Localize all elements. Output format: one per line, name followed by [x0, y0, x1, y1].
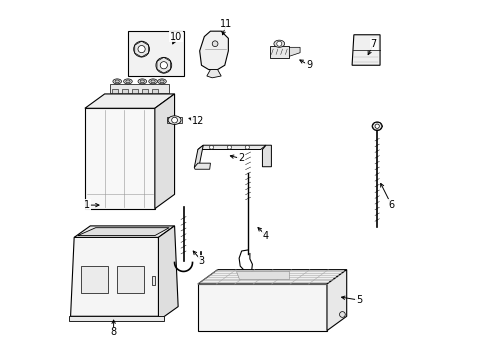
Polygon shape: [110, 84, 169, 93]
Text: 3: 3: [198, 256, 204, 266]
Ellipse shape: [276, 41, 281, 46]
Ellipse shape: [339, 312, 345, 318]
Polygon shape: [194, 163, 210, 169]
Polygon shape: [155, 94, 174, 209]
Bar: [117, 266, 144, 293]
Polygon shape: [206, 69, 221, 78]
Ellipse shape: [168, 116, 181, 125]
Ellipse shape: [115, 80, 119, 83]
Ellipse shape: [160, 80, 164, 83]
Ellipse shape: [148, 79, 157, 84]
Ellipse shape: [133, 41, 149, 57]
Ellipse shape: [209, 145, 213, 149]
Polygon shape: [85, 94, 174, 108]
Text: 4: 4: [263, 231, 268, 240]
Polygon shape: [269, 45, 289, 58]
Ellipse shape: [374, 124, 379, 129]
Text: 6: 6: [387, 200, 394, 210]
Polygon shape: [85, 108, 155, 209]
Text: 12: 12: [191, 116, 203, 126]
Polygon shape: [194, 145, 203, 167]
Polygon shape: [351, 35, 379, 65]
Polygon shape: [289, 47, 300, 56]
Ellipse shape: [212, 41, 218, 46]
Ellipse shape: [273, 40, 284, 47]
Polygon shape: [198, 270, 346, 284]
Ellipse shape: [138, 45, 145, 53]
Ellipse shape: [244, 145, 249, 149]
Ellipse shape: [123, 79, 132, 84]
Polygon shape: [262, 145, 271, 167]
Polygon shape: [69, 316, 163, 320]
Text: 9: 9: [305, 60, 311, 70]
Polygon shape: [326, 270, 346, 330]
Polygon shape: [167, 117, 182, 123]
Ellipse shape: [151, 80, 155, 83]
Text: 2: 2: [237, 153, 244, 163]
Text: 1: 1: [83, 200, 90, 210]
Ellipse shape: [160, 62, 167, 69]
Text: 11: 11: [220, 19, 232, 29]
Bar: [152, 276, 155, 285]
Polygon shape: [70, 237, 162, 316]
Polygon shape: [235, 271, 289, 279]
Ellipse shape: [113, 79, 121, 84]
Ellipse shape: [171, 117, 177, 123]
Bar: [112, 89, 118, 93]
Polygon shape: [74, 226, 174, 237]
Polygon shape: [198, 284, 326, 330]
Polygon shape: [199, 31, 228, 69]
Ellipse shape: [156, 57, 171, 73]
Bar: [122, 89, 128, 93]
Ellipse shape: [138, 79, 146, 84]
Ellipse shape: [158, 79, 166, 84]
Ellipse shape: [371, 122, 382, 131]
Bar: [81, 266, 108, 293]
Bar: [132, 89, 138, 93]
Ellipse shape: [125, 80, 130, 83]
Text: 7: 7: [370, 39, 376, 49]
Bar: [128, 31, 183, 76]
Bar: [142, 89, 148, 93]
Ellipse shape: [227, 145, 231, 149]
Text: 8: 8: [110, 327, 117, 337]
Polygon shape: [158, 226, 178, 318]
Bar: [152, 89, 158, 93]
Text: 10: 10: [170, 32, 182, 41]
Text: 5: 5: [355, 295, 362, 305]
Ellipse shape: [140, 80, 144, 83]
Polygon shape: [198, 145, 265, 149]
Polygon shape: [78, 228, 169, 235]
